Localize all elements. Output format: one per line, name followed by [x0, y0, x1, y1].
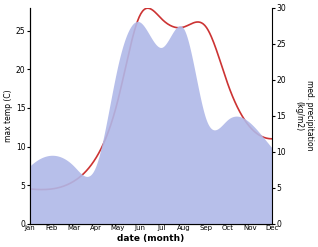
- Y-axis label: max temp (C): max temp (C): [4, 89, 13, 142]
- X-axis label: date (month): date (month): [117, 234, 184, 243]
- Y-axis label: med. precipitation
(kg/m2): med. precipitation (kg/m2): [294, 81, 314, 151]
